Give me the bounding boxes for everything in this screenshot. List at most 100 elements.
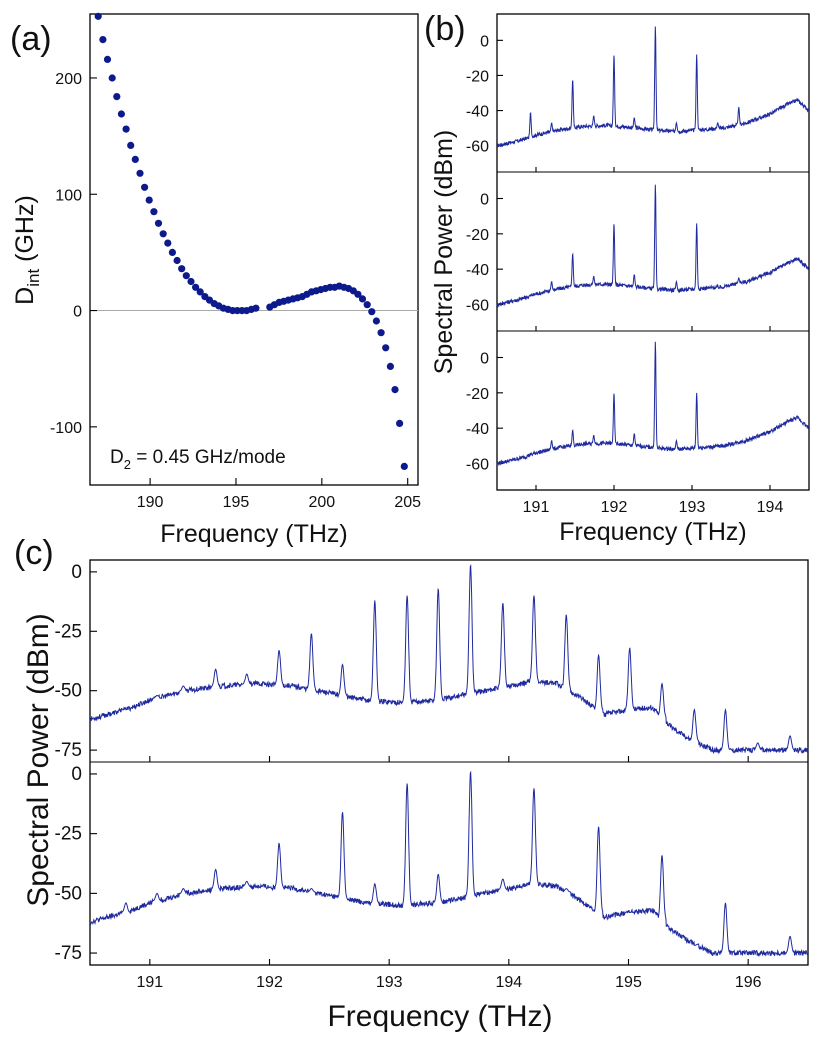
x-tick-label: 192	[256, 974, 283, 991]
spectrum-line-top	[496, 26, 810, 148]
data-point	[400, 462, 408, 470]
x-tick-label: 195	[223, 494, 250, 511]
y-tick-label: -20	[466, 227, 489, 244]
y-tick-label: 100	[55, 187, 82, 204]
y-tick-label: 200	[55, 71, 82, 88]
panel-b-spectra	[496, 26, 810, 467]
y-tick-label: -20	[466, 68, 489, 85]
data-point	[168, 248, 176, 256]
panel-a-xlabel: Frequency (THz)	[160, 520, 348, 548]
panel-c-label: (c)	[14, 534, 54, 572]
data-point	[396, 419, 404, 427]
y-tick-label: -25	[55, 824, 82, 845]
panel-c-spectra	[89, 564, 809, 958]
data-point	[363, 301, 371, 309]
data-point	[154, 219, 163, 227]
y-tick-label: 0	[480, 351, 489, 368]
data-point	[372, 317, 380, 325]
data-point	[159, 230, 167, 238]
y-tick-label: 0	[73, 304, 82, 321]
y-tick-label: -40	[466, 104, 489, 121]
panel-a-annotation: D2 = 0.45 GHz/mode	[110, 447, 286, 472]
x-tick-label: 190	[137, 494, 164, 511]
x-tick-label: 192	[601, 499, 628, 516]
data-point	[358, 295, 367, 303]
panel-a-ylabel: Dint (GHz)	[11, 195, 43, 305]
spectrum-line-top	[89, 564, 809, 755]
data-point	[141, 183, 149, 191]
spectrum-line-bottom	[89, 770, 809, 958]
data-point	[192, 283, 200, 291]
y-tick-label: -40	[466, 421, 489, 438]
data-point	[127, 141, 135, 149]
y-tick-label: -60	[466, 457, 489, 474]
x-tick-label: 205	[394, 494, 421, 511]
panel-c-xlabel: Frequency (THz)	[327, 1000, 552, 1033]
data-point	[187, 277, 195, 286]
data-point	[122, 125, 130, 133]
y-tick-label: -20	[466, 386, 489, 403]
data-point	[99, 36, 107, 44]
y-tick-label: -75	[55, 943, 82, 964]
y-tick-label: 0	[480, 192, 489, 209]
x-tick-label: 193	[679, 499, 706, 516]
data-point	[145, 196, 153, 204]
y-tick-label: 0	[480, 33, 489, 50]
panel-b: (b) 0 -20 -40 -60 0 -20 -40 -60 0 -20 -40 -60 191 192…	[424, 10, 810, 546]
panel-b-label: (b)	[424, 10, 466, 48]
data-point	[386, 362, 394, 370]
panel-a-ticks: 190 195 200 205 200 100 0 -100	[50, 71, 421, 511]
data-point	[117, 110, 125, 118]
panel-c-ylabel: Spectral Power (dBm)	[22, 613, 55, 906]
y-tick-label: -40	[466, 262, 489, 279]
y-tick-label: -75	[55, 740, 82, 761]
data-point	[94, 12, 102, 20]
data-point	[136, 169, 144, 177]
panel-c-ticks: 0 -25 -50 -75 0 -25 -50 -75 191 192 193 194 195 196	[55, 562, 762, 991]
panel-b-frame	[496, 13, 810, 491]
data-point	[368, 308, 376, 316]
panel-b-ylabel: Spectral Power (dBm)	[430, 130, 458, 375]
data-point	[252, 304, 260, 312]
data-point	[196, 288, 204, 296]
y-tick-label: -25	[55, 621, 82, 642]
data-point	[377, 329, 385, 337]
data-point	[103, 55, 112, 64]
data-point	[173, 256, 181, 265]
y-tick-label: -60	[466, 298, 489, 315]
x-tick-label: 194	[495, 974, 522, 991]
panel-b-xlabel: Frequency (THz)	[559, 518, 747, 546]
data-point	[131, 155, 139, 163]
data-point	[178, 265, 186, 273]
x-tick-label: 196	[735, 974, 762, 991]
panel-a: (a) 190 195 200 205 200 100 0 -100 D2 = 0.45 GH…	[10, 12, 421, 548]
panel-a-points	[94, 12, 408, 470]
y-tick-label: 0	[71, 562, 82, 583]
data-point	[391, 386, 399, 394]
panel-a-frame	[89, 13, 419, 486]
data-point	[382, 344, 390, 352]
y-tick-label: 0	[71, 764, 82, 785]
data-point	[164, 239, 172, 247]
y-tick-label: -50	[55, 883, 82, 904]
x-tick-label: 195	[615, 974, 642, 991]
panel-a-label: (a)	[10, 20, 52, 58]
x-tick-label: 191	[136, 974, 163, 991]
y-tick-label: -50	[55, 681, 82, 702]
panel-c: (c) 0 -25 -50 -75 0 -25 -50 -75 191 192 193 194 195 1…	[14, 534, 809, 1033]
x-tick-label: 200	[308, 494, 335, 511]
data-point	[150, 208, 158, 216]
y-tick-label: -100	[50, 420, 82, 437]
spectrum-line-bottom	[496, 341, 810, 467]
data-point	[113, 93, 121, 101]
y-tick-label: -60	[466, 139, 489, 156]
data-point	[108, 74, 116, 82]
data-point	[182, 272, 190, 280]
x-tick-label: 193	[376, 974, 403, 991]
panel-b-ticks: 0 -20 -40 -60 0 -20 -40 -60 0 -20 -40 -60 191 192 193 1…	[466, 33, 784, 516]
data-point	[354, 290, 362, 298]
x-tick-label: 191	[523, 499, 550, 516]
x-tick-label: 194	[757, 499, 784, 516]
spectrum-line-middle	[496, 184, 809, 308]
